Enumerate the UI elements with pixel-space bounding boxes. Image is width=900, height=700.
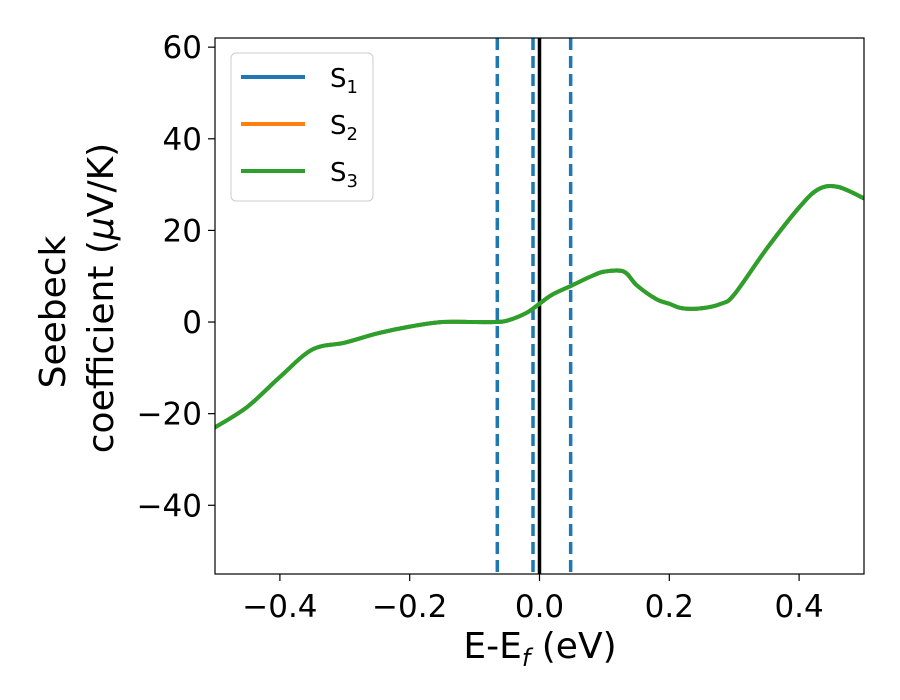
y-axis-label: Seebeck coefficient (μV/K) xyxy=(33,143,122,453)
x-axis-label: E-Ef (eV) xyxy=(463,626,616,672)
x-tick-label: 0.0 xyxy=(515,589,564,625)
x-tick-label: 0.2 xyxy=(645,589,694,625)
y-tick-label: 40 xyxy=(163,122,202,158)
legend-box xyxy=(230,52,374,202)
y-tick-label: 60 xyxy=(163,30,202,66)
y-tick-label: −20 xyxy=(137,397,202,433)
y-tick-label: 20 xyxy=(163,213,202,249)
x-tick-label: −0.2 xyxy=(372,589,447,625)
legend-label-s2: S2 xyxy=(330,111,358,145)
legend-label-s3: S3 xyxy=(330,158,358,192)
legend-label-s1: S1 xyxy=(330,64,358,98)
x-tick-label: −0.4 xyxy=(242,589,317,625)
y-tick-label: −40 xyxy=(137,488,202,524)
x-tick-label: 0.4 xyxy=(774,589,823,625)
series-line-s3 xyxy=(215,184,864,430)
legend: S1 S2 S3 xyxy=(230,52,374,202)
x-axis: −0.4 −0.2 0.0 0.2 0.4 xyxy=(242,574,824,625)
y-axis: −40 −20 0 20 40 60 xyxy=(137,30,215,524)
series-layer xyxy=(215,184,864,430)
y-tick-label: 0 xyxy=(182,305,202,341)
y-axis-label-line2: coefficient (μV/K) xyxy=(81,143,122,453)
y-axis-label-line1: Seebeck xyxy=(33,235,74,388)
